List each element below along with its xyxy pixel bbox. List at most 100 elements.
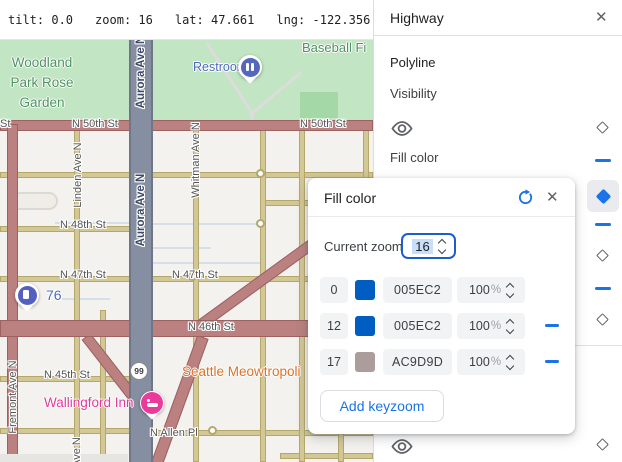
rail-dash-icon[interactable] — [595, 223, 611, 226]
park-label: Woodland Park Rose Garden — [10, 55, 74, 110]
rail-dash-icon[interactable] — [595, 287, 611, 290]
keyzoom-level-input[interactable]: 17 — [320, 349, 348, 375]
stepper-arrows[interactable] — [505, 318, 515, 334]
lng-readout: lng: -122.356 — [276, 12, 371, 27]
reset-icon[interactable] — [517, 189, 534, 211]
dialog-close-icon[interactable]: ✕ — [546, 189, 559, 206]
divider — [308, 216, 575, 217]
rail-selected-keyzoom[interactable] — [587, 180, 619, 212]
restroom-pin[interactable] — [238, 55, 262, 84]
hex-color-input[interactable]: 005EC2 — [383, 313, 452, 339]
fill-color-dialog: Fill color ✕ Current zoom 16 0 005EC2 10… — [308, 178, 575, 434]
hex-color-input[interactable]: 005EC2 — [383, 277, 452, 303]
current-zoom-label: Current zoom — [324, 239, 403, 254]
alley-line — [55, 222, 129, 224]
highway-99-shield: 99 — [130, 362, 148, 380]
road-segment — [299, 124, 305, 462]
restroom-label[interactable]: Restroom — [193, 60, 248, 74]
map-status-bar: tilt: 0.0 zoom: 16 lat: 47.661 lng: -122… — [0, 0, 373, 40]
street-label-aurora: Aurora Ave N — [135, 40, 147, 109]
street-label-whitman: Whitman Ave N — [190, 122, 202, 198]
restroom-icon-figure — [246, 63, 249, 71]
gas-station-label[interactable]: 76 — [46, 287, 62, 303]
inn-label[interactable]: Wallingford Inn — [44, 395, 134, 410]
road-segment — [363, 124, 369, 178]
rail-diamond-icon[interactable] — [596, 249, 609, 262]
road-segment — [280, 453, 373, 459]
dialog-title: Fill color — [324, 190, 377, 206]
percent-sign: % — [490, 320, 502, 332]
gas-pump-icon-body — [23, 290, 29, 299]
fill-color-label: Fill color — [390, 150, 439, 165]
road-node — [256, 219, 265, 228]
street-label-n45th: N 45th St — [44, 369, 90, 381]
road-node — [208, 426, 217, 435]
current-zoom-stepper[interactable]: 16 — [401, 233, 456, 259]
keyzoom-level-input[interactable]: 12 — [320, 313, 348, 339]
road-n50th — [0, 120, 373, 131]
opacity-input[interactable]: 100% — [457, 313, 525, 339]
gas-station-pin[interactable] — [15, 283, 39, 312]
alley-line — [153, 223, 260, 225]
street-label-partial: Ave N — [71, 437, 83, 462]
chevron-down-icon[interactable] — [437, 245, 446, 254]
rail-diamond-icon[interactable] — [596, 438, 609, 451]
rail-diamond-icon[interactable] — [596, 313, 609, 326]
stepper-arrows[interactable] — [505, 354, 515, 370]
street-label-n46th: N 46th St — [188, 321, 234, 333]
visibility-label: Visibility — [390, 86, 437, 101]
street-label-n47th: N 47th St — [172, 269, 218, 281]
opacity-input[interactable]: 100% — [457, 277, 525, 303]
hex-color-input[interactable]: AC9D9D — [383, 349, 452, 375]
restroom-icon-figure — [251, 63, 254, 71]
percent-sign: % — [490, 356, 502, 368]
color-swatch[interactable] — [355, 352, 375, 372]
zoom-readout: zoom: 16 — [95, 12, 153, 27]
stepper-arrows[interactable] — [505, 282, 515, 298]
percent-sign: % — [490, 284, 502, 296]
road-edge-area — [0, 454, 128, 462]
road-node — [256, 169, 265, 178]
highway-ramp-ne — [193, 239, 316, 332]
street-label-n48th: N 48th St — [60, 219, 106, 231]
street-label-allen: N Allen Pl — [150, 427, 198, 439]
current-zoom-value[interactable]: 16 — [412, 238, 433, 254]
visibility-eye-icon[interactable] — [390, 438, 414, 460]
remove-keyzoom-button[interactable] — [545, 324, 559, 327]
add-keyzoom-button[interactable]: Add keyzoom — [320, 390, 444, 422]
road-segment — [0, 428, 130, 434]
rail-diamond-icon[interactable] — [596, 121, 609, 134]
alley-line — [153, 262, 260, 264]
stepper-arrows[interactable] — [437, 238, 446, 254]
visibility-eye-icon[interactable] — [390, 120, 414, 142]
cat-cafe-label[interactable]: Seattle Meowtropoli — [182, 364, 301, 379]
opacity-value: 100 — [468, 355, 490, 369]
bed-icon-pillow — [147, 399, 150, 402]
alley-line — [62, 298, 110, 300]
opacity-value: 100 — [468, 319, 490, 333]
rail-dash-icon[interactable] — [595, 159, 611, 162]
divider — [374, 35, 622, 36]
street-label-aurora: Aurora Ave N — [135, 173, 147, 247]
remove-keyzoom-button[interactable] — [545, 360, 559, 363]
chevron-down-icon[interactable] — [505, 289, 515, 298]
inn-pin[interactable] — [140, 391, 164, 420]
opacity-input[interactable]: 100% — [457, 349, 525, 375]
keyzoom-level-input[interactable]: 0 — [320, 277, 348, 303]
section-polyline: Polyline — [390, 55, 436, 70]
panel-title: Highway — [390, 10, 444, 26]
street-label-fremont: Fremont Ave N — [7, 360, 19, 434]
street-label-n47th: N 47th St — [60, 269, 106, 281]
alley-line — [153, 247, 211, 249]
restroom-icon — [240, 57, 260, 77]
panel-close-icon[interactable]: ✕ — [595, 9, 608, 26]
chevron-down-icon[interactable] — [505, 325, 515, 334]
street-label: St — [0, 118, 11, 130]
chevron-down-icon[interactable] — [505, 361, 515, 370]
color-swatch[interactable] — [355, 280, 375, 300]
color-swatch[interactable] — [355, 316, 375, 336]
bed-icon-mattress — [147, 403, 158, 407]
baseball-field-label: Baseball Fi — [302, 40, 367, 55]
road-n49th — [0, 172, 373, 178]
